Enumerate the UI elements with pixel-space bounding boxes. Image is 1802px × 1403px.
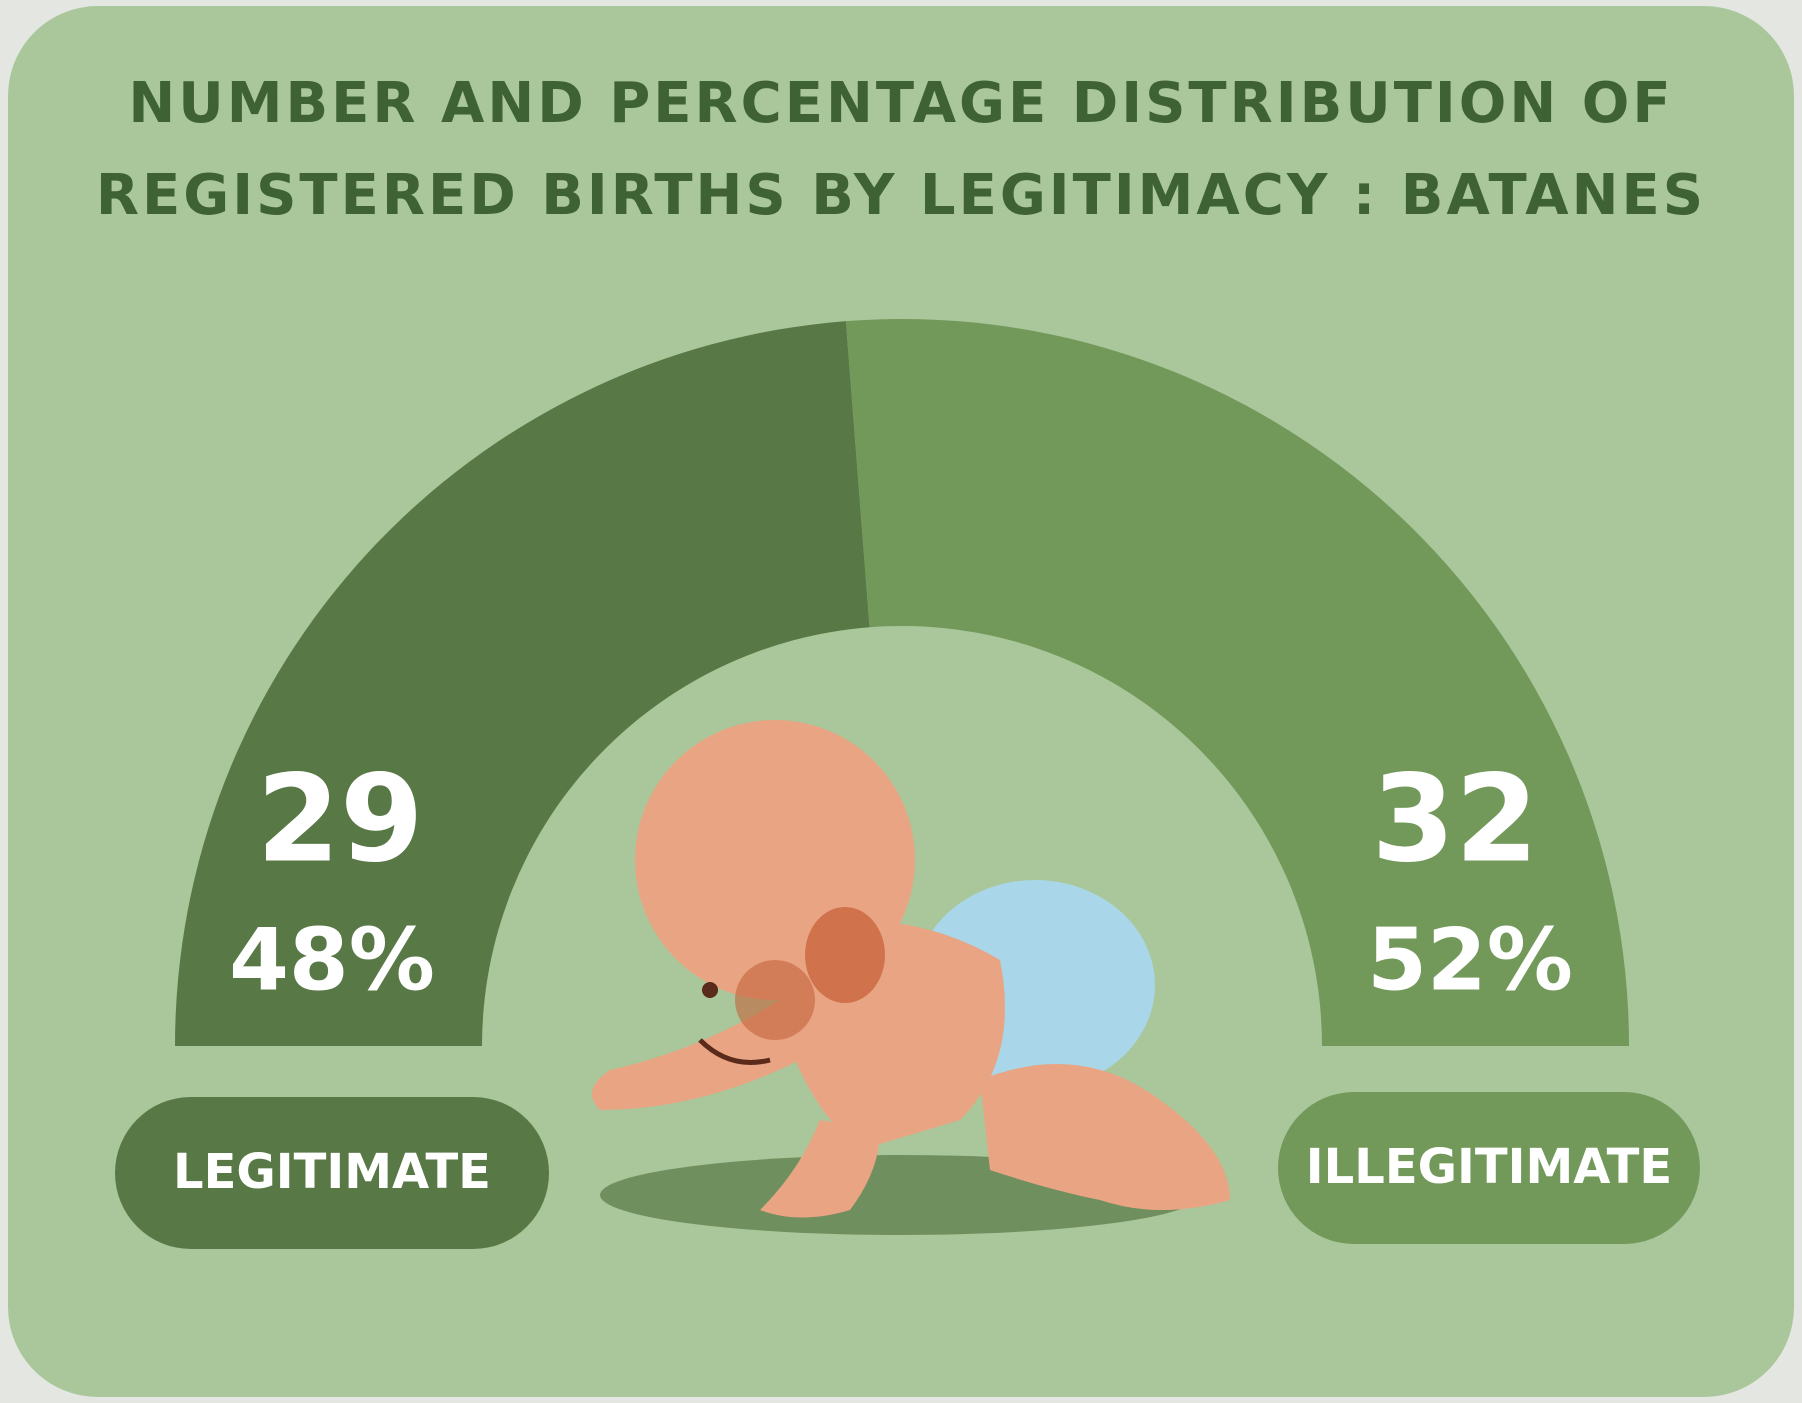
category-label: ILLEGITIMATE: [1306, 1139, 1672, 1195]
percentage-label: 52%: [1367, 910, 1573, 1010]
chart-title: NUMBER AND PERCENTAGE DISTRIBUTION OF RE…: [60, 58, 1742, 242]
page: 29 48% LEGITIMATE 32 52% ILLEGITIMATE NUMBER …: [0, 0, 1802, 1403]
value-label: 32: [1372, 751, 1539, 890]
category-label: LEGITIMATE: [173, 1144, 491, 1200]
value-label: 29: [257, 751, 424, 890]
percentage-label: 48%: [229, 910, 435, 1010]
